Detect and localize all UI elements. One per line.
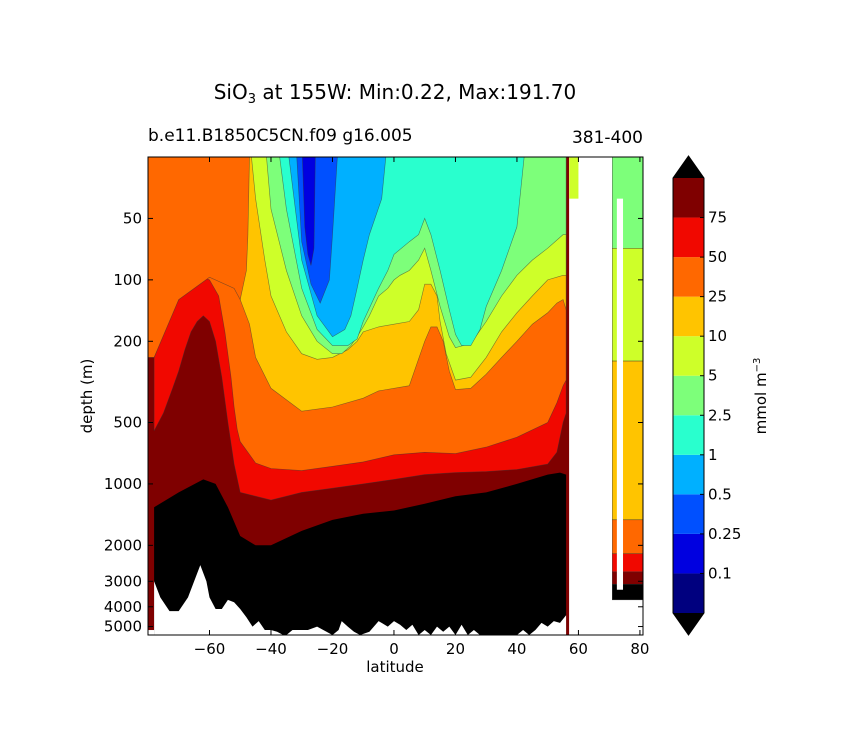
colorbar-tick-label: 0.5	[708, 485, 732, 503]
region-southern-surface-25-50	[148, 157, 250, 358]
x-tick-label: −40	[255, 640, 287, 658]
colorbar-tick-label: 1	[708, 446, 718, 464]
y-tick-label: 200	[113, 332, 142, 350]
colorbar-swatch	[673, 257, 704, 297]
x-axis: −60 −40 −20 0 20 40 60 80	[194, 157, 649, 658]
colorbar-swatch	[673, 336, 704, 376]
y-tick-label: 100	[113, 271, 142, 289]
x-tick-label: 40	[507, 640, 526, 658]
colorbar-swatch	[673, 494, 704, 534]
x-axis-label: latitude	[366, 658, 424, 676]
chart-subtitle-left: b.e11.B1850C5CN.f09 g16.005	[148, 126, 413, 146]
colorbar-swatch	[673, 178, 704, 218]
plot-frame	[147, 156, 644, 636]
y-tick-label: 4000	[104, 598, 142, 616]
y-axis-label: depth (m)	[78, 359, 96, 434]
y-tick-label: 2000	[104, 536, 142, 554]
deep-black-region	[154, 472, 567, 635]
colorbar-swatch	[673, 217, 704, 258]
yellow-sliver	[569, 157, 579, 199]
region-0.1-0.25	[302, 157, 316, 266]
y-tick-label: 3000	[104, 572, 142, 590]
chart-title: SiO3 at 155W: Min:0.22, Max:191.70	[214, 80, 577, 107]
colorbar-extend-max	[673, 156, 704, 178]
colorbar-tick-label: 5	[708, 367, 718, 385]
colorbar-tick-label: 75	[708, 209, 727, 227]
seafloor-mask	[154, 565, 567, 635]
colorbar-extend-min	[673, 613, 704, 635]
colorbar-label: mmol m−3	[752, 358, 770, 435]
colorbar-swatch	[673, 454, 704, 495]
colorbar-swatch	[673, 573, 704, 613]
x-tick-label: 80	[630, 640, 649, 658]
colorbar-frame	[672, 155, 705, 636]
x-tick-label: 0	[389, 640, 399, 658]
colorbar: 0.1 0.25 0.5 1 2.5 5 10 25 50 75	[672, 155, 741, 636]
x-tick-label: −20	[317, 640, 349, 658]
colorbar-swatch	[673, 415, 704, 455]
colorbar-tick-label: 0.1	[708, 564, 732, 582]
colorbar-tick-label: 50	[708, 248, 727, 266]
y-tick-label: 50	[123, 209, 142, 227]
plot-area	[147, 156, 644, 636]
colorbar-tick-label: 0.25	[708, 525, 741, 543]
colorbar-swatch	[673, 533, 704, 574]
y-tick-label: 5000	[104, 618, 142, 636]
y-tick-label: 500	[113, 413, 142, 431]
arctic-gap	[616, 198, 624, 590]
land-gap-alaska	[569, 157, 613, 635]
x-tick-label: 60	[569, 640, 588, 658]
x-tick-label: 20	[446, 640, 465, 658]
colorbar-tick-label: 10	[708, 327, 727, 345]
colorbar-tick-label: 2.5	[708, 406, 732, 424]
chart-subtitle-right: 381-400	[572, 128, 643, 148]
y-tick-label: 1000	[104, 475, 142, 493]
colorbar-swatch	[673, 375, 704, 416]
colorbar-swatch	[673, 296, 704, 337]
colorbar-tick-label: 25	[708, 288, 727, 306]
y-axis: 50 100 200 500 1000 2000 3000 4000 5000	[104, 209, 643, 636]
x-tick-label: −60	[194, 640, 226, 658]
seafloor-mask-left	[148, 630, 155, 635]
